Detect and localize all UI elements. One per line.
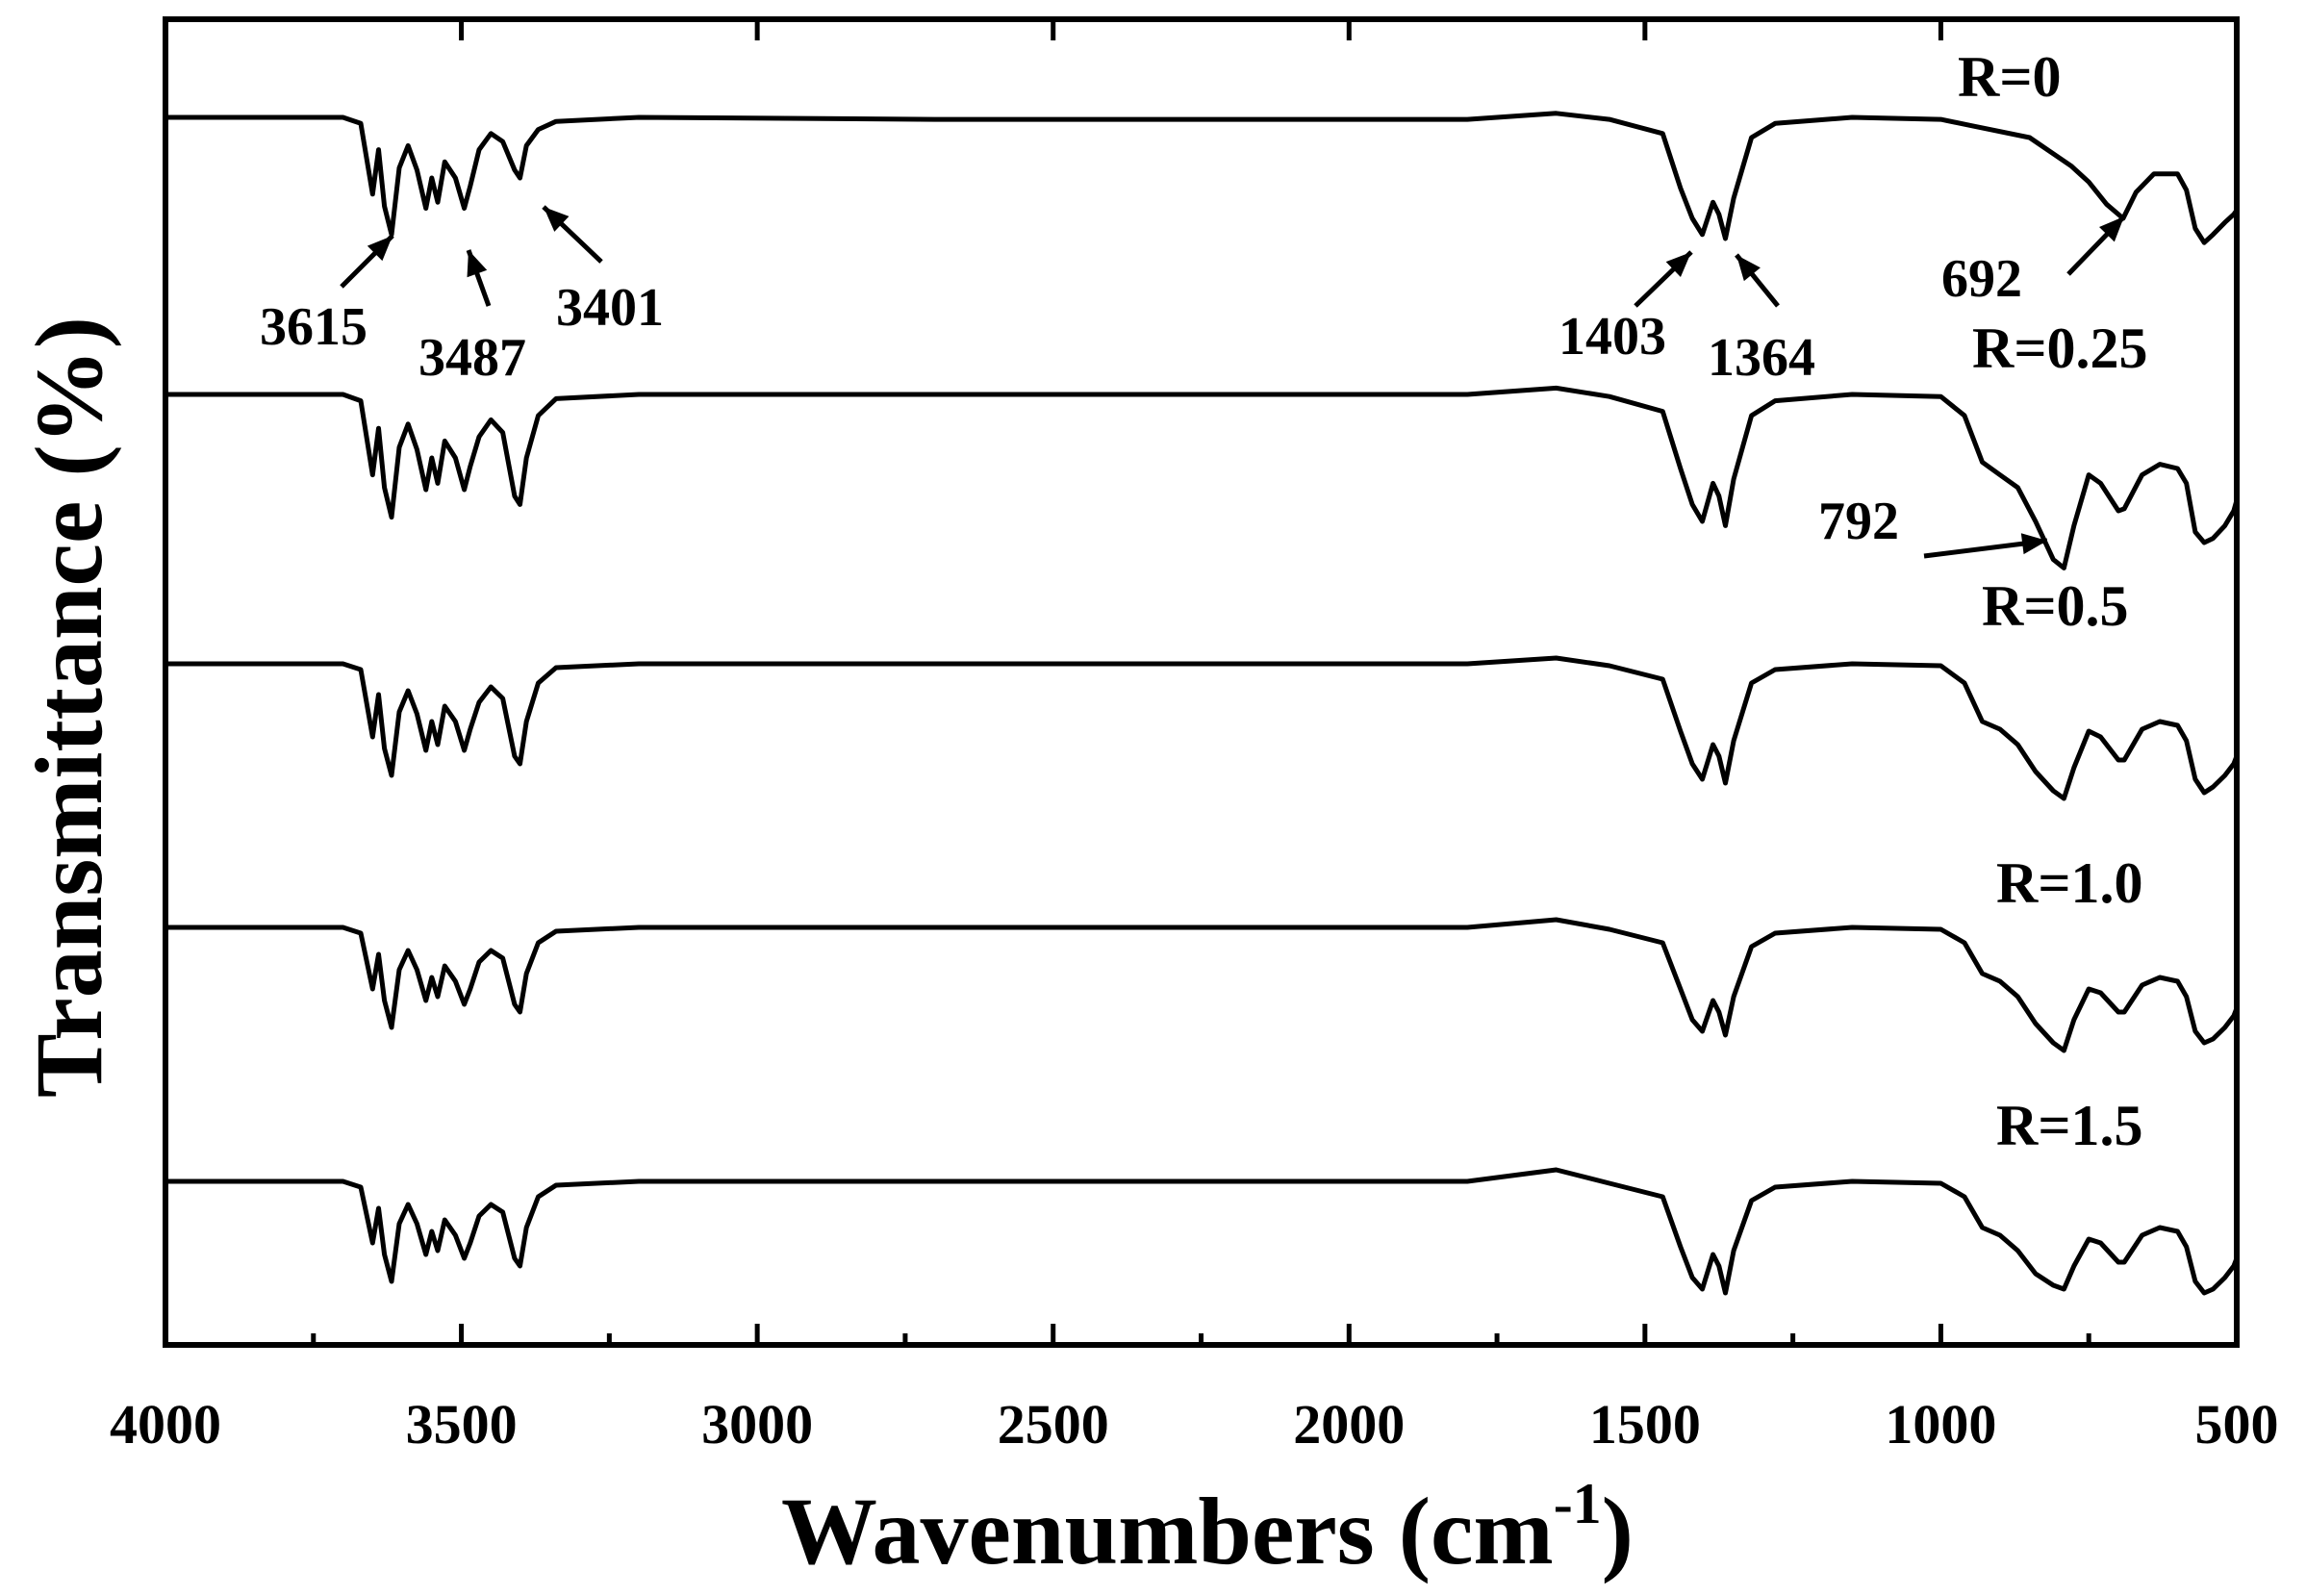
series-label: R=0.25 bbox=[1972, 317, 2148, 380]
annotation-arrowhead bbox=[544, 207, 570, 232]
annotation-arrowhead bbox=[2099, 216, 2124, 242]
spectrum-line bbox=[163, 655, 2240, 801]
annotation-label: 1403 bbox=[1558, 307, 1666, 367]
annotation-label: 692 bbox=[1941, 249, 2022, 309]
annotation-label: 3615 bbox=[260, 297, 367, 357]
x-tick-label: 1000 bbox=[1885, 1393, 1996, 1456]
annotation-arrowhead bbox=[1665, 252, 1691, 277]
x-tick-label: 3000 bbox=[701, 1393, 813, 1456]
x-axis-title: Wavenumbers (cm-1) bbox=[781, 1472, 1634, 1584]
y-axis-title: Transmittance (%) bbox=[15, 317, 122, 1098]
series-labels: R=0 R=0.25 R=0.5 R=1.0 R=1.5 bbox=[1958, 45, 2148, 1157]
annotation-label: 792 bbox=[1818, 492, 1899, 551]
series-label: R=1.5 bbox=[1996, 1094, 2143, 1157]
annotation-arrowhead bbox=[467, 250, 488, 278]
annotation-arrowhead bbox=[367, 236, 393, 262]
x-tick-label: 1500 bbox=[1589, 1393, 1701, 1456]
peak-annotations: 3615 3487 3401 1403 1364 692 792 bbox=[260, 205, 2126, 559]
plot-frame bbox=[163, 16, 2240, 1348]
x-tick-label: 2000 bbox=[1293, 1393, 1405, 1456]
series-label: R=0.5 bbox=[1982, 574, 2129, 638]
series-label: R=1.0 bbox=[1996, 851, 2143, 915]
annotation-label: 3401 bbox=[556, 278, 664, 338]
x-axis-tick-labels: 4000 3500 3000 2500 2000 1500 1000 500 bbox=[110, 1393, 2279, 1456]
x-axis-ticks bbox=[163, 19, 2240, 1345]
annotation-label: 1364 bbox=[1708, 328, 1815, 388]
spectrum-line bbox=[163, 1167, 2240, 1296]
spectrum-line bbox=[163, 111, 2240, 245]
x-tick-label: 4000 bbox=[110, 1393, 221, 1456]
spectra-group bbox=[163, 111, 2240, 1296]
annotation-arrowhead bbox=[1736, 255, 1761, 282]
x-tick-label: 500 bbox=[2195, 1393, 2279, 1456]
spectrum-line bbox=[163, 917, 2240, 1053]
spectrum-line bbox=[163, 385, 2240, 570]
x-tick-label: 2500 bbox=[998, 1393, 1109, 1456]
series-label: R=0 bbox=[1958, 45, 2062, 109]
annotation-arrowhead bbox=[2020, 533, 2047, 555]
annotation-label: 3487 bbox=[418, 328, 526, 388]
x-tick-label: 3500 bbox=[406, 1393, 518, 1456]
